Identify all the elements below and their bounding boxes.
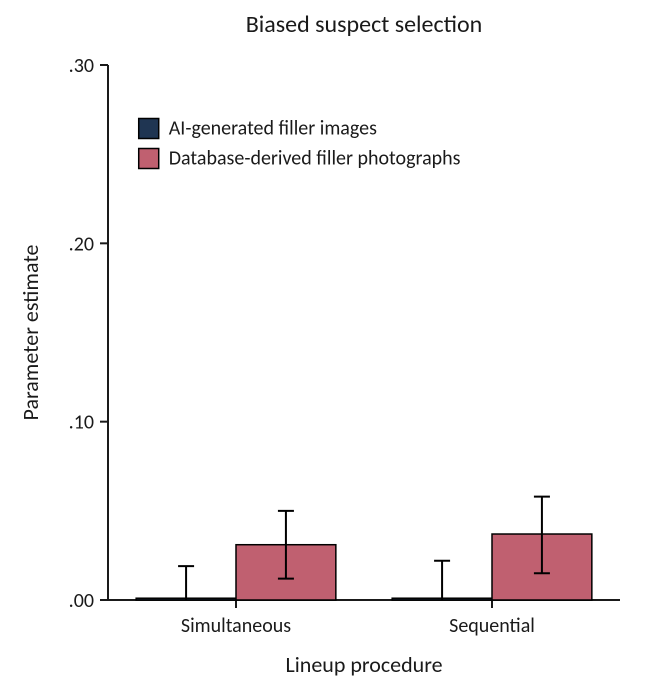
- legend-label: AI-generated filler images: [169, 117, 377, 141]
- bar-chart: Biased suspect selection .00 .10 .20 .30 Para…: [0, 0, 645, 693]
- chart-title: Biased suspect selection: [246, 10, 483, 39]
- chart-container: Biased suspect selection .00 .10 .20 .30 Para…: [0, 0, 645, 693]
- y-tick-label: .10: [69, 411, 94, 435]
- y-tick-label: .30: [69, 54, 94, 78]
- x-tick-label: Sequential: [449, 614, 535, 638]
- legend-label: Database-derived filler photographs: [169, 147, 461, 171]
- y-tick-label: .00: [69, 589, 94, 613]
- legend-swatch: [139, 119, 159, 139]
- x-tick-label: Simultaneous: [181, 614, 291, 638]
- y-axis-label: Parameter estimate: [17, 245, 44, 421]
- legend-swatch: [139, 149, 159, 169]
- x-axis-label: Lineup procedure: [285, 651, 442, 678]
- y-tick-label: .20: [69, 232, 94, 256]
